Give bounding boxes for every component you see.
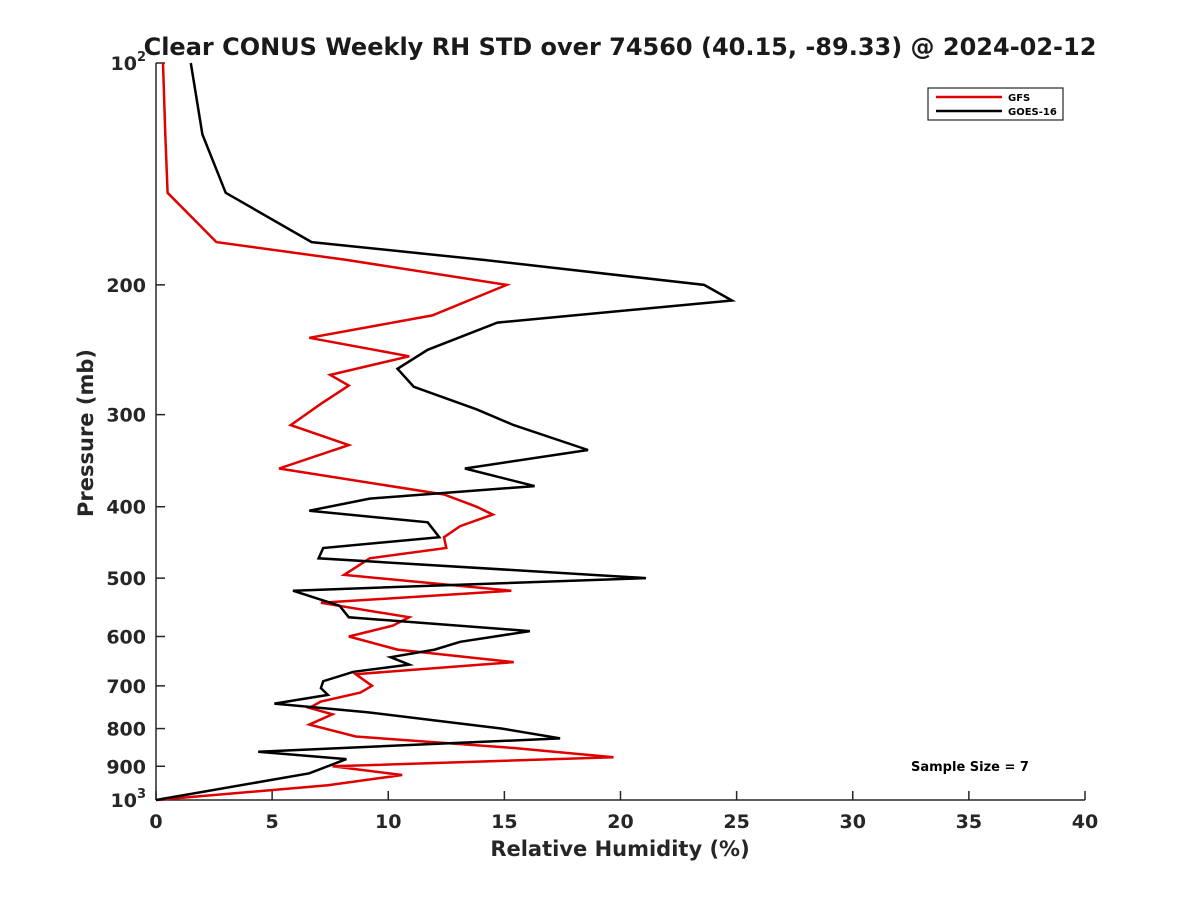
x-tick-label: 25 bbox=[723, 811, 749, 833]
x-tick-label: 30 bbox=[840, 811, 866, 833]
y-tick-label: 700 bbox=[106, 676, 146, 698]
x-axis-ticks: 0 5 10 15 20 25 30 35 40 bbox=[149, 791, 1098, 833]
series-line-goes16 bbox=[155, 62, 737, 802]
x-tick-label: 20 bbox=[607, 811, 633, 833]
legend: GFS GOES-16 bbox=[927, 87, 1064, 121]
y-tick-label: 300 bbox=[106, 405, 146, 427]
x-tick-label: 10 bbox=[375, 811, 401, 833]
x-tick-label: 15 bbox=[491, 811, 517, 833]
x-tick-label: 5 bbox=[266, 811, 279, 833]
x-tick-label: 40 bbox=[1072, 811, 1098, 833]
y-tick-label: 102 bbox=[111, 50, 147, 75]
x-tick-label: 35 bbox=[956, 811, 982, 833]
y-tick-label: 600 bbox=[106, 626, 146, 648]
x-tick-label: 0 bbox=[149, 811, 162, 833]
legend-box bbox=[927, 87, 1064, 121]
y-tick-label: 400 bbox=[106, 497, 146, 519]
legend-label-gfs: GFS bbox=[1008, 93, 1030, 104]
series-lines bbox=[155, 62, 737, 802]
chart-title: Clear CONUS Weekly RH STD over 74560 (40… bbox=[144, 33, 1097, 61]
x-axis-label: Relative Humidity (%) bbox=[490, 837, 749, 861]
sample-size-annotation: Sample Size = 7 bbox=[911, 760, 1029, 775]
y-tick-label: 800 bbox=[106, 719, 146, 741]
y-tick-label: 500 bbox=[106, 568, 146, 590]
series-line-gfs bbox=[155, 62, 614, 802]
y-axis-ticks: 102 200 300 400 500 600 700 800 900 103 bbox=[106, 50, 165, 812]
y-tick-label: 103 bbox=[111, 787, 147, 812]
y-tick-label: 900 bbox=[106, 756, 146, 778]
plot-area bbox=[156, 63, 1085, 800]
y-tick-label: 200 bbox=[106, 275, 146, 297]
y-axis-label: Pressure (mb) bbox=[74, 349, 98, 517]
legend-label-goes16: GOES-16 bbox=[1008, 107, 1057, 118]
